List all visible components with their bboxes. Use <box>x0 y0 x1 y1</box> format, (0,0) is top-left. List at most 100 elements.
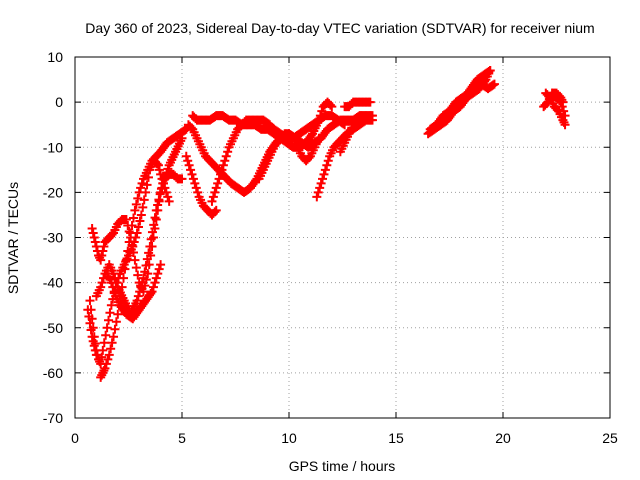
y-tick-label: -70 <box>43 410 63 426</box>
data-point <box>315 183 325 193</box>
data-point <box>86 325 96 335</box>
data-point <box>159 175 169 185</box>
data-point <box>560 120 570 130</box>
series-track-5 <box>102 260 166 324</box>
axis-ticks: 0 5 10 15 20 25 -70 -60 -50 -40 -30 -20 -10 0 10 <box>43 49 618 446</box>
data-point <box>318 174 328 184</box>
data-point <box>216 169 226 179</box>
series-track-10 <box>207 115 275 206</box>
data-point <box>211 183 221 193</box>
data-point <box>139 195 149 205</box>
data-point <box>144 248 154 258</box>
y-tick-label: -40 <box>43 275 63 291</box>
data-point <box>155 165 165 175</box>
series-track-6 <box>83 305 101 360</box>
data-point <box>105 308 115 318</box>
data-point <box>110 273 120 283</box>
data-point <box>100 363 110 373</box>
data-point <box>220 156 230 166</box>
data-point <box>208 192 218 202</box>
data-point <box>312 192 322 202</box>
y-axis-label: SDTVAR / TECUs <box>5 182 21 294</box>
series-track-15 <box>335 115 367 157</box>
data-point <box>153 200 163 210</box>
data-point <box>89 341 99 351</box>
data-point <box>83 305 93 315</box>
data-point <box>98 345 108 355</box>
data-point <box>327 102 337 112</box>
x-tick-label: 25 <box>602 430 618 446</box>
data-point <box>160 171 170 181</box>
data-point <box>138 202 148 212</box>
data-point <box>128 242 138 252</box>
data-point <box>132 296 142 306</box>
data-point <box>142 254 152 264</box>
data-point <box>113 309 123 319</box>
data-point <box>106 344 116 354</box>
data-point <box>162 168 172 178</box>
grid <box>75 57 610 418</box>
series-track-21 <box>547 88 570 121</box>
data-point <box>320 165 330 175</box>
data-point <box>135 287 145 297</box>
data-point <box>123 246 133 256</box>
data-point <box>155 189 165 199</box>
series-track-18 <box>459 66 495 103</box>
series-track-12 <box>263 111 350 143</box>
data-point <box>156 260 166 270</box>
data-point <box>85 318 95 328</box>
data-point <box>133 291 143 301</box>
data-point <box>193 187 203 197</box>
series-track-13 <box>312 115 377 202</box>
x-tick-label: 5 <box>178 430 186 446</box>
data-point <box>163 164 173 174</box>
data-point <box>99 273 109 283</box>
data-point <box>103 354 113 364</box>
data-point <box>88 336 98 346</box>
x-tick-label: 15 <box>388 430 404 446</box>
chart-title: Day 360 of 2023, Sidereal Day-to-day VTE… <box>85 20 594 36</box>
data-point <box>218 160 228 170</box>
data-point <box>154 195 164 205</box>
data-point <box>91 242 101 252</box>
data-point <box>99 242 109 252</box>
data-point <box>149 220 159 230</box>
data-point <box>556 97 566 107</box>
data-point <box>340 120 350 130</box>
data-point <box>184 160 194 170</box>
data-point <box>120 264 130 274</box>
data-point <box>110 324 120 334</box>
series-track-9 <box>181 151 221 220</box>
data-point <box>136 282 146 292</box>
data-point <box>164 196 174 206</box>
data-point <box>181 151 191 161</box>
data-point <box>101 359 111 369</box>
data-point <box>126 228 136 238</box>
y-tick-label: -50 <box>43 320 63 336</box>
series-track-3 <box>96 124 191 382</box>
data-point <box>210 187 220 197</box>
data-point <box>97 352 107 362</box>
data-point <box>130 205 140 215</box>
data-point <box>158 178 168 188</box>
data-point <box>121 255 131 265</box>
data-point <box>559 106 569 116</box>
data-point <box>137 178 147 188</box>
data-point <box>221 151 231 161</box>
data-point <box>161 187 171 197</box>
data-point <box>489 79 499 89</box>
y-tick-label: -60 <box>43 365 63 381</box>
data-point <box>223 147 233 157</box>
data-point <box>191 183 201 193</box>
data-point <box>131 199 141 209</box>
data-point <box>119 273 129 283</box>
data-point <box>147 287 157 297</box>
data-point <box>87 332 97 342</box>
data-point <box>150 213 160 223</box>
data-point <box>133 193 143 203</box>
data-point <box>137 278 147 288</box>
data-point <box>131 263 141 273</box>
data-point <box>156 169 166 179</box>
data-point <box>107 338 117 348</box>
